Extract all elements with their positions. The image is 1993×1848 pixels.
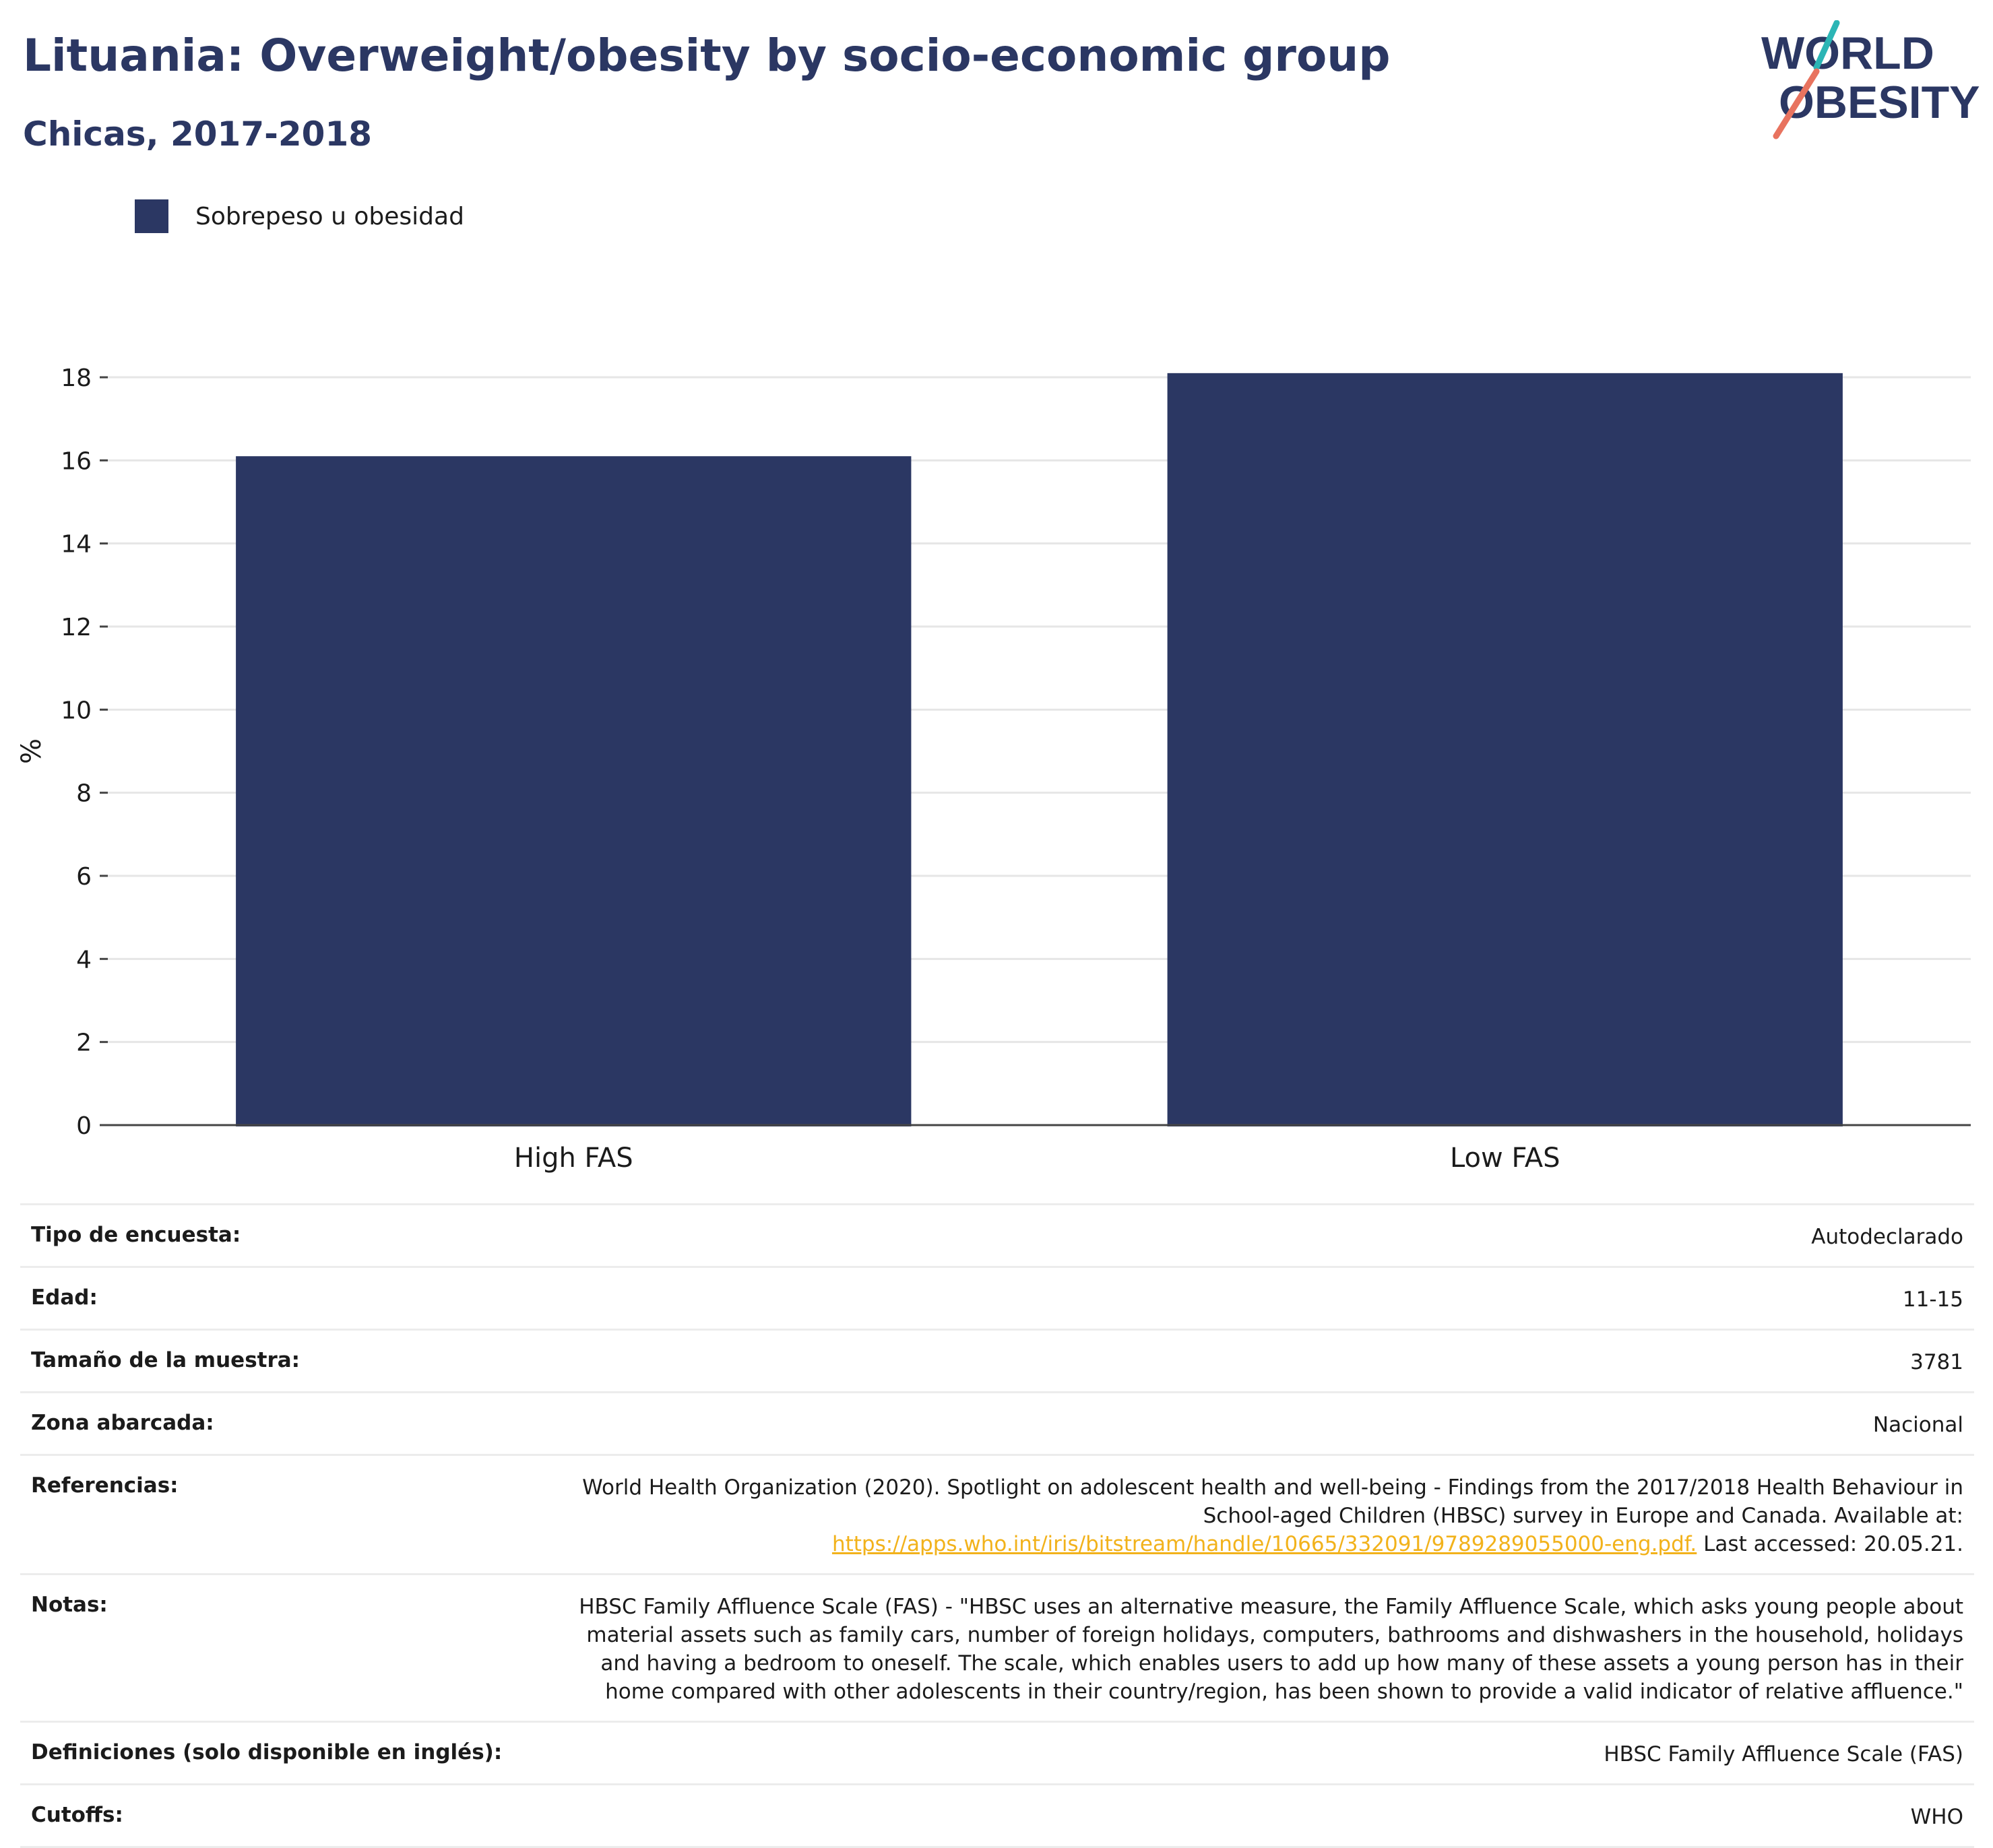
bar-chart: 0 2 4 6 8 10 12 14 16 18 High FAS Low FAS %: [16, 364, 1971, 1174]
legend-swatch: [135, 199, 168, 233]
y-tick-label: 16: [61, 447, 92, 475]
x-tick-label: Low FAS: [1450, 1143, 1560, 1174]
meta-value: WHO: [1910, 1805, 1963, 1829]
meta-row-sample-size: Tamaño de la muestra: 3781: [20, 1329, 1974, 1391]
meta-value: Autodeclarado: [1811, 1225, 1963, 1249]
meta-value: 11-15: [1902, 1287, 1963, 1312]
meta-value: World Health Organization (2020). Spotli…: [548, 1473, 1963, 1558]
meta-label: Edad:: [31, 1285, 98, 1310]
meta-value: HBSC Family Affluence Scale (FAS) - "HBS…: [579, 1595, 1963, 1704]
metadata-table: Tipo de encuesta: Autodeclarado Edad: 11…: [20, 1203, 1974, 1848]
meta-row-notes: Notas: HBSC Family Affluence Scale (FAS)…: [20, 1573, 1974, 1721]
chart-title: Lituania: Overweight/obesity by socio-ec…: [23, 30, 1391, 82]
bar-high-fas[interactable]: [236, 456, 912, 1126]
y-tick-label: 10: [61, 697, 92, 724]
bars: [236, 373, 1843, 1127]
meta-row-area: Zona abarcada: Nacional: [20, 1391, 1974, 1454]
meta-label: Tipo de encuesta:: [31, 1223, 241, 1247]
y-tick-label: 4: [76, 946, 92, 974]
y-tick-label: 6: [76, 863, 92, 891]
meta-value: HBSC Family Affluence Scale (FAS): [1604, 1742, 1963, 1766]
meta-label: Tamaño de la muestra:: [31, 1348, 300, 1372]
meta-label: Definiciones (solo disponible en inglés)…: [31, 1740, 503, 1764]
chart-legend: Sobrepeso u obesidad: [135, 199, 464, 233]
y-tick-label: 14: [61, 531, 92, 559]
reference-text: World Health Organization (2020). Spotli…: [582, 1475, 1963, 1528]
x-tick-label: High FAS: [514, 1143, 633, 1174]
meta-label: Notas:: [31, 1593, 108, 1617]
meta-value: 3781: [1910, 1350, 1963, 1374]
y-tick-label: 8: [76, 780, 92, 808]
meta-label: Cutoffs:: [31, 1803, 123, 1827]
y-axis-label: %: [16, 738, 47, 764]
y-tick-label: 18: [61, 364, 92, 392]
logo-line2: OBESITY: [1779, 77, 1980, 128]
meta-value: Nacional: [1872, 1413, 1963, 1437]
y-tick-label: 12: [61, 614, 92, 641]
y-axis-ticks: 0 2 4 6 8 10 12 14 16 18: [61, 364, 108, 1140]
meta-row-definitions: Definiciones (solo disponible en inglés)…: [20, 1721, 1974, 1783]
meta-row-references: Referencias: World Health Organization (…: [20, 1454, 1974, 1573]
meta-label: Referencias:: [31, 1473, 179, 1498]
meta-row-survey-type: Tipo de encuesta: Autodeclarado: [20, 1203, 1974, 1266]
meta-label: Zona abarcada:: [31, 1411, 214, 1435]
reference-accessed: Last accessed: 20.05.21.: [1703, 1532, 1963, 1556]
meta-row-cutoffs: Cutoffs: WHO: [20, 1783, 1974, 1848]
chart-subtitle: Chicas, 2017-2018: [23, 115, 373, 154]
logo-slash-coral: [1773, 68, 1820, 139]
x-axis-ticks: High FAS Low FAS: [514, 1143, 1560, 1174]
y-tick-label: 2: [76, 1029, 92, 1057]
world-obesity-logo: WORLD OBESITY: [1761, 20, 1980, 139]
legend-label: Sobrepeso u obesidad: [195, 202, 464, 230]
bar-low-fas[interactable]: [1167, 373, 1843, 1127]
meta-row-age: Edad: 11-15: [20, 1266, 1974, 1329]
logo-line1: WORLD: [1761, 28, 1934, 79]
y-tick-label: 0: [76, 1112, 92, 1140]
reference-link[interactable]: https://apps.who.int/iris/bitstream/hand…: [831, 1532, 1697, 1556]
logo-slash-teal: [1813, 20, 1840, 71]
